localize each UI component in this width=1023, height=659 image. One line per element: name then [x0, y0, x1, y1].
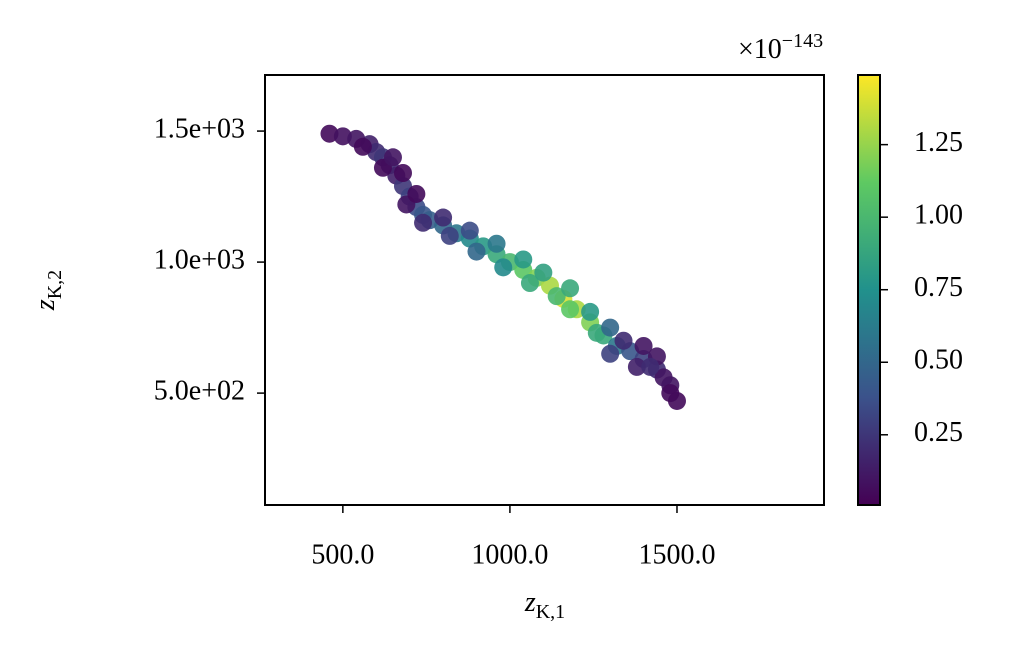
point — [467, 242, 486, 261]
point — [393, 164, 412, 183]
colorbar-tick-label: 1.00 — [914, 200, 963, 231]
point — [641, 357, 660, 376]
point — [661, 384, 680, 403]
offset-base: ×10 — [738, 34, 782, 65]
point — [494, 258, 513, 277]
point — [654, 368, 673, 387]
y-label-base: z — [30, 299, 61, 311]
colorbar-offset: ×10−143 — [738, 30, 823, 66]
y-tick-label: 1.5e+03 — [154, 113, 245, 144]
y-tick-label: 5.0e+02 — [154, 376, 245, 407]
point — [514, 250, 533, 269]
point — [601, 318, 620, 337]
offset-exponent: −143 — [782, 30, 823, 52]
point — [320, 124, 339, 143]
point — [353, 137, 372, 156]
point — [414, 213, 433, 232]
x-label-base: z — [524, 587, 536, 618]
point — [534, 263, 553, 282]
colorbar-tick-label: 0.75 — [914, 272, 963, 303]
point — [634, 336, 653, 355]
point — [407, 184, 426, 203]
point — [460, 221, 479, 240]
point — [614, 331, 633, 350]
point — [383, 148, 402, 167]
point — [333, 127, 352, 146]
point — [440, 226, 459, 245]
point — [434, 208, 453, 227]
colorbar-tick-label: 1.25 — [914, 127, 963, 158]
colorbar-tick-label: 0.25 — [914, 417, 963, 448]
y-axis-label: zK,2 — [30, 270, 65, 311]
point — [561, 279, 580, 298]
point — [547, 287, 566, 306]
x-tick-label: 500.0 — [311, 539, 374, 570]
x-label-sub: K,1 — [536, 601, 565, 623]
point — [581, 302, 600, 321]
point — [627, 357, 646, 376]
x-tick-label: 1000.0 — [471, 539, 548, 570]
colorbar-tick-label: 0.50 — [914, 345, 963, 376]
y-label-sub: K,2 — [44, 270, 66, 299]
plot-frame — [264, 74, 825, 506]
points — [320, 124, 686, 410]
point — [601, 344, 620, 363]
point — [561, 300, 580, 319]
y-tick-label: 1.0e+03 — [154, 245, 245, 276]
point — [520, 274, 539, 293]
point — [487, 234, 506, 253]
x-axis-label: zK,1 — [524, 587, 565, 622]
colorbar — [857, 74, 881, 506]
x-tick-label: 1500.0 — [638, 539, 715, 570]
